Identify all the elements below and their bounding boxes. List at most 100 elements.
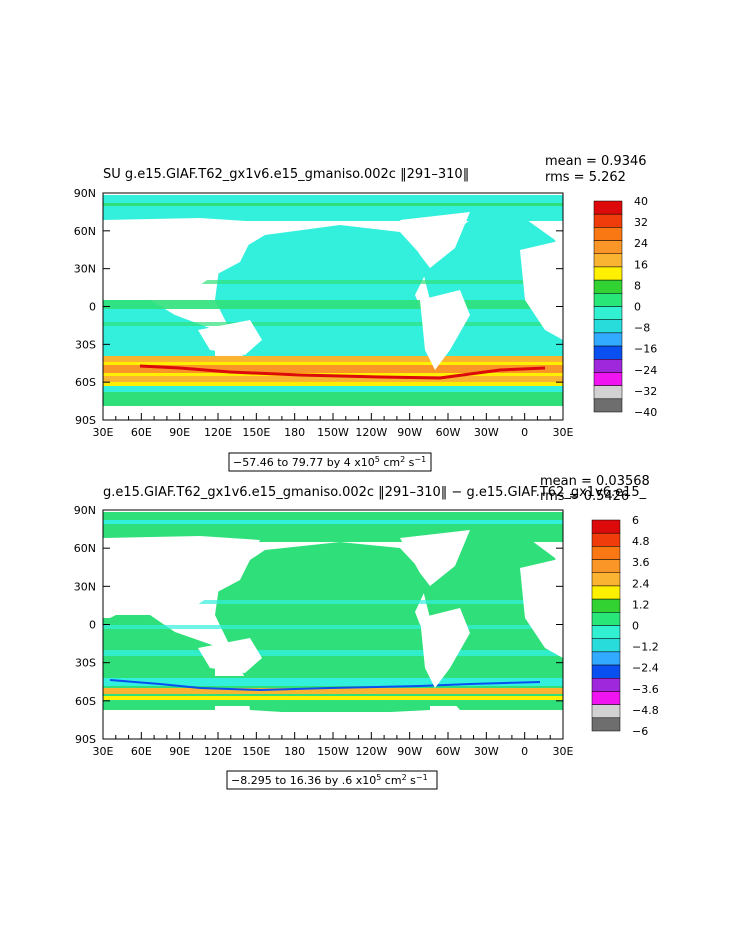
lon-tick-label: 60E [131,426,152,439]
colorbar-label: 2.4 [632,577,650,590]
colorbar-label: −6 [632,725,648,738]
units-exponent-2: 2 [400,455,405,464]
lon-tick-label: 120E [204,745,232,758]
colorbar-label: −8 [634,322,650,335]
lon-tick-label: 90W [397,745,422,758]
colorbar-swatch [591,638,621,653]
colorbar-label: −4.8 [632,704,659,717]
colorbar-swatch [591,612,621,626]
southern-band-2 [103,688,563,694]
colorbar-swatch [593,345,623,360]
pole-cap [103,193,563,195]
lon-tick-label: 60W [436,426,461,439]
colorbar-swatch [593,385,623,400]
lat-tick-label: 60S [75,695,96,708]
colorbar-swatch [591,625,621,639]
units-text: −8.295 to 16.36 by .6 x105 cm2 s−1 [231,773,428,787]
lat-tick-label: 30S [75,338,96,351]
colorbar-label: −40 [634,406,657,419]
band-3 [103,650,563,656]
panel-2-lon-axis: 30E 60E 90E 120E 150E 180 150W 120W 90W 60W 30W 0 30… [93,732,574,758]
band-north [103,280,563,284]
panel-2-units-box: −8.295 to 16.36 by .6 x105 cm2 s−1 [226,770,438,790]
lon-tick-label: 150E [242,426,270,439]
lon-tick-label: 30E [553,745,574,758]
colorbar-swatch [593,279,623,294]
colorbar-swatch [591,678,621,692]
colorbar-swatch [591,532,621,547]
colorbar-label: 0 [634,301,641,314]
lat-tick-label: 90N [74,504,96,517]
panel-1-lat-axis: 90N 60N 30N 0 30S 60S 90S [74,187,563,427]
panel-2-title: g.e15.GIAF.T62_gx1v6.e15_gmaniso.002c ‖2… [103,485,647,500]
lat-tick-label: 60N [74,225,96,238]
colorbar-swatch [593,253,623,268]
colorbar-label: 32 [634,216,648,229]
units-exponent-3: −1 [414,455,426,464]
southern-band-1 [103,356,563,362]
lon-tick-label: 180 [284,426,305,439]
colorbar-swatch [593,240,623,254]
band-1 [103,600,563,604]
colorbar-label: 40 [634,195,648,208]
colorbar-swatch [593,319,623,334]
lon-tick-label: 120W [355,426,387,439]
land-north-america [400,212,470,268]
arctic-band [103,520,563,524]
panel-1-units-box: −57.46 to 79.77 by 4 x105 cm2 s−1 [228,452,432,472]
acc-jet [139,364,546,380]
lon-tick-label: 30W [474,745,499,758]
colorbar-swatch [593,213,623,228]
panel-1-title: SU g.e15.GIAF.T62_gx1v6.e15_gmaniso.002c… [103,167,469,182]
colorbar-swatch [591,704,621,719]
units-s: s [407,774,416,787]
lat-tick-label: 90S [75,733,96,746]
panel-2-rms: rms = 0.5426 [540,489,629,504]
colorbar-swatch [591,585,621,600]
colorbar-label: −32 [634,385,657,398]
colorbar-label: 4.8 [632,535,650,548]
units-cm: cm [380,456,400,469]
lon-tick-label: 150W [317,745,349,758]
lon-tick-label: 30E [93,745,114,758]
lat-tick-label: 60S [75,376,96,389]
lon-tick-label: 30E [553,426,574,439]
colorbar-swatch [593,266,623,281]
band-south [103,322,563,326]
colorbar-label: −2.4 [632,662,659,675]
units-cm: cm [381,774,401,787]
range-text: −57.46 to 79.77 by 4 x10 [233,456,375,469]
lon-tick-label: 150W [317,426,349,439]
lon-tick-label: 60E [131,745,152,758]
colorbar-label: −24 [634,364,657,377]
colorbar-swatch [591,664,621,679]
lon-tick-label: 120E [204,426,232,439]
colorbar-swatch [591,651,621,666]
land-eurasia [103,218,260,300]
land-africa [520,558,563,658]
panel-1-mean: mean = 0.9346 [545,154,647,169]
colorbar-label: −1.2 [632,641,659,654]
acc-jet [109,679,541,692]
colorbar-swatch [591,519,621,534]
land-south-america [420,608,470,688]
lat-tick-label: 0 [89,619,96,632]
colorbar-label: 8 [634,279,641,292]
southern-band-3 [103,376,563,382]
panel-1: SU g.e15.GIAF.T62_gx1v6.e15_gmaniso.002c… [74,154,657,472]
southern-band-1 [103,678,563,686]
land-australia [198,320,262,355]
southern-band-5 [103,392,563,406]
lon-tick-label: 60W [436,745,461,758]
lat-tick-label: 0 [89,301,96,314]
land-eurasia [103,536,260,618]
lon-tick-label: 0 [521,745,528,758]
colorbar-swatch [591,559,621,573]
colorbar-label: 0 [632,620,639,633]
units-s: s [405,456,414,469]
panel-2-lat-axis: 90N 60N 30N 0 30S 60S 90S [74,504,563,746]
lon-tick-label: 90W [397,426,422,439]
panel-1-map [103,193,563,420]
range-text: −8.295 to 16.36 by .6 x10 [231,774,376,787]
colorbar-swatch [593,372,623,386]
